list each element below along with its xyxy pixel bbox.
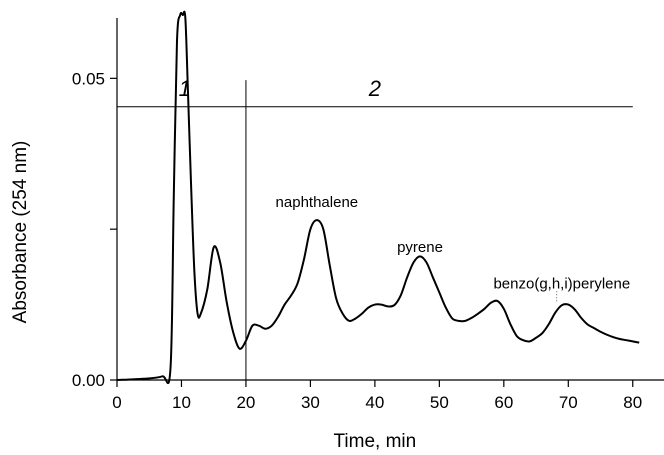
annotation-labels: 1 2 naphthalene pyrene benzo(g,h,i)perylene xyxy=(179,76,630,303)
chromatogram-line xyxy=(116,10,640,385)
series-group xyxy=(116,10,640,385)
x-tick-label: 0 xyxy=(112,393,121,412)
x-tick-label: 10 xyxy=(172,393,191,412)
region-label-2: 2 xyxy=(368,76,381,101)
x-tick-label: 30 xyxy=(301,393,320,412)
y-axis-title: Absorbance (254 nm) xyxy=(10,141,31,324)
x-tick-label: 20 xyxy=(236,393,255,412)
x-axis-title: Time, min xyxy=(334,431,417,452)
y-tick-label: 0.00 xyxy=(72,371,105,390)
x-tick-label: 40 xyxy=(365,393,384,412)
x-tick-label: 70 xyxy=(559,393,578,412)
peak-label: pyrene xyxy=(397,239,443,256)
reference-lines xyxy=(117,80,633,380)
x-tick-label: 80 xyxy=(623,393,642,412)
x-tick-label: 60 xyxy=(494,393,513,412)
peak-label: benzo(g,h,i)perylene xyxy=(493,275,630,292)
peak-label: naphthalene xyxy=(276,194,359,211)
region-label-1: 1 xyxy=(179,76,191,101)
y-tick-label: 0.05 xyxy=(72,69,105,88)
x-tick-label: 50 xyxy=(430,393,449,412)
axes: 0 10 20 30 40 50 60 70 80 0.00 0.05 xyxy=(72,18,664,412)
